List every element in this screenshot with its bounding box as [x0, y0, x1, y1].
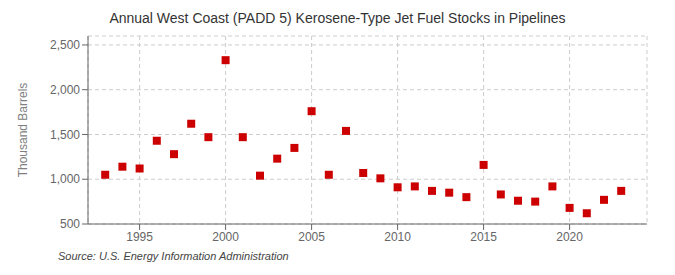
- svg-text:2005: 2005: [298, 230, 325, 244]
- svg-text:2010: 2010: [384, 230, 411, 244]
- svg-text:2020: 2020: [556, 230, 583, 244]
- html-text:Source: U.S. Energy Informatio: Source: U.S. Energy Information Administ…: [58, 250, 289, 262]
- svg-text:1,000: 1,000: [50, 172, 80, 186]
- html-text:Annual West Coast (PADD 5) Ker: Annual West Coast (PADD 5) Kerosene-Type…: [109, 10, 566, 26]
- svg-text:1,500: 1,500: [50, 128, 80, 142]
- svg-text:500: 500: [60, 217, 80, 231]
- svg-text:2015: 2015: [470, 230, 497, 244]
- svg-text:Thousand Barrels: Thousand Barrels: [16, 83, 30, 178]
- svg-text:2,500: 2,500: [50, 38, 80, 52]
- svg-text:2000: 2000: [212, 230, 239, 244]
- svg-text:2,000: 2,000: [50, 83, 80, 97]
- svg-text:1995: 1995: [126, 230, 153, 244]
